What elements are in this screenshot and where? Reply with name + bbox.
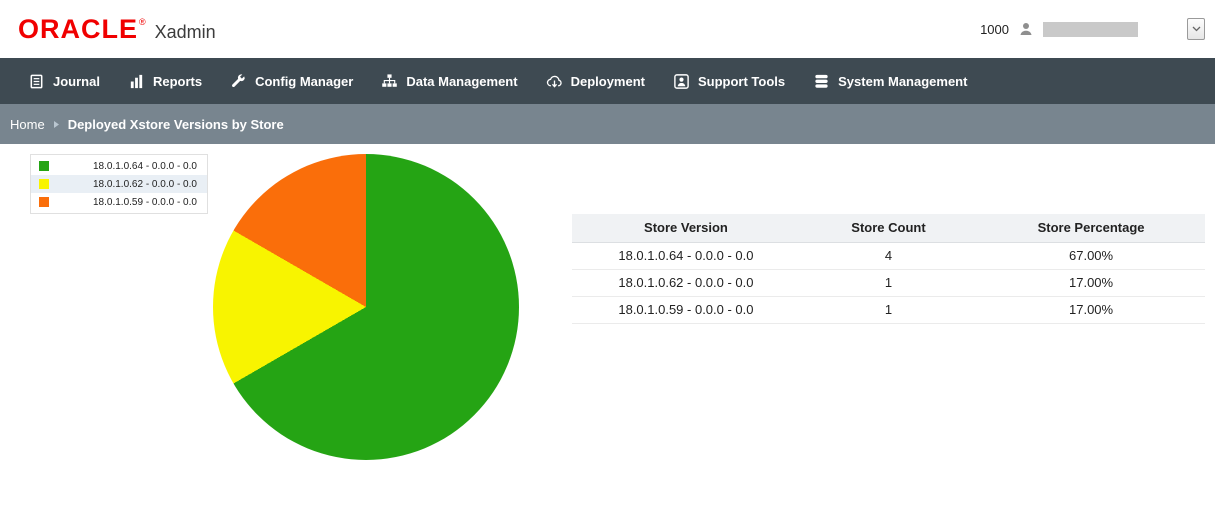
legend-item[interactable]: 18.0.1.0.59 - 0.0.0 - 0.0	[31, 193, 207, 211]
breadcrumb-home[interactable]: Home	[10, 116, 45, 132]
cell-store-count: 1	[799, 269, 978, 297]
table-row: 18.0.1.0.62 - 0.0.0 - 0.0 1 17.00%	[572, 269, 1205, 297]
user-icon	[1018, 21, 1034, 37]
main-nav: Journal Reports Config Manager Data Mana…	[0, 58, 1215, 104]
legend-label: 18.0.1.0.64 - 0.0.0 - 0.0	[93, 160, 197, 172]
nav-item-reports[interactable]: Reports	[114, 58, 216, 104]
nav-item-label: System Management	[838, 73, 968, 89]
nav-item-label: Support Tools	[697, 73, 786, 89]
nav-item-label: Reports	[152, 73, 203, 89]
registered-mark: ®	[139, 16, 146, 27]
sitemap-icon	[381, 73, 398, 90]
cell-store-percentage: 67.00%	[977, 242, 1205, 270]
support-person-icon	[673, 73, 690, 90]
breadcrumb-current: Deployed Xstore Versions by Store	[67, 116, 284, 132]
nav-item-label: Journal	[53, 73, 100, 89]
legend-item[interactable]: 18.0.1.0.64 - 0.0.0 - 0.0	[31, 157, 207, 175]
header-right: 1000	[980, 18, 1205, 40]
nav-item-label: Config Manager	[255, 73, 354, 89]
org-id: 1000	[980, 21, 1009, 37]
pie-chart[interactable]	[213, 154, 519, 460]
legend-item[interactable]: 18.0.1.0.62 - 0.0.0 - 0.0	[31, 175, 207, 193]
cell-store-count: 4	[799, 242, 978, 270]
column-header-store-percentage: Store Percentage	[977, 214, 1205, 243]
legend-label: 18.0.1.0.59 - 0.0.0 - 0.0	[93, 196, 197, 208]
nav-item-journal[interactable]: Journal	[14, 58, 114, 104]
breadcrumb-separator-icon	[53, 120, 60, 129]
oracle-logo: ORACLE	[18, 13, 138, 44]
user-name-redacted	[1043, 21, 1138, 37]
legend-swatch	[39, 197, 49, 207]
column-header-store-version: Store Version	[572, 214, 800, 243]
nav-item-label: Deployment	[570, 73, 645, 89]
table-row: 18.0.1.0.59 - 0.0.0 - 0.0 1 17.00%	[572, 296, 1205, 324]
nav-item-deployment[interactable]: Deployment	[532, 58, 659, 104]
user-menu-dropdown[interactable]	[1187, 18, 1205, 40]
nav-item-support-tools[interactable]: Support Tools	[659, 58, 799, 104]
journal-icon	[28, 73, 45, 90]
chevron-down-icon	[1192, 26, 1201, 32]
versions-table: Store Version Store Count Store Percenta…	[572, 214, 1205, 324]
nav-item-data-management[interactable]: Data Management	[367, 58, 531, 104]
app-header: ORACLE ® Xadmin 1000	[0, 0, 1215, 58]
cell-store-percentage: 17.00%	[977, 296, 1205, 324]
cell-store-version: 18.0.1.0.64 - 0.0.0 - 0.0	[572, 242, 800, 270]
column-header-store-count: Store Count	[799, 214, 978, 243]
nav-item-system-management[interactable]: System Management	[799, 58, 981, 104]
wrench-icon	[230, 73, 247, 90]
legend-label: 18.0.1.0.62 - 0.0.0 - 0.0	[93, 178, 197, 190]
nav-item-label: Data Management	[406, 73, 518, 89]
legend-swatch	[39, 161, 49, 171]
main-content: 18.0.1.0.64 - 0.0.0 - 0.0 18.0.1.0.62 - …	[0, 144, 1215, 508]
cell-store-count: 1	[799, 296, 978, 324]
nav-item-config-manager[interactable]: Config Manager	[216, 58, 367, 104]
chart-legend: 18.0.1.0.64 - 0.0.0 - 0.0 18.0.1.0.62 - …	[30, 154, 208, 214]
cell-store-version: 18.0.1.0.59 - 0.0.0 - 0.0	[572, 296, 800, 324]
table-row: 18.0.1.0.64 - 0.0.0 - 0.0 4 67.00%	[572, 242, 1205, 270]
cloud-download-icon	[546, 73, 563, 90]
table-header-row: Store Version Store Count Store Percenta…	[572, 214, 1205, 243]
brand-area: ORACLE ® Xadmin	[18, 13, 216, 44]
breadcrumb: Home Deployed Xstore Versions by Store	[0, 104, 1215, 144]
legend-swatch	[39, 179, 49, 189]
reports-icon	[128, 73, 145, 90]
app-title: Xadmin	[154, 21, 216, 42]
database-stack-icon	[813, 73, 830, 90]
cell-store-percentage: 17.00%	[977, 269, 1205, 297]
cell-store-version: 18.0.1.0.62 - 0.0.0 - 0.0	[572, 269, 800, 297]
